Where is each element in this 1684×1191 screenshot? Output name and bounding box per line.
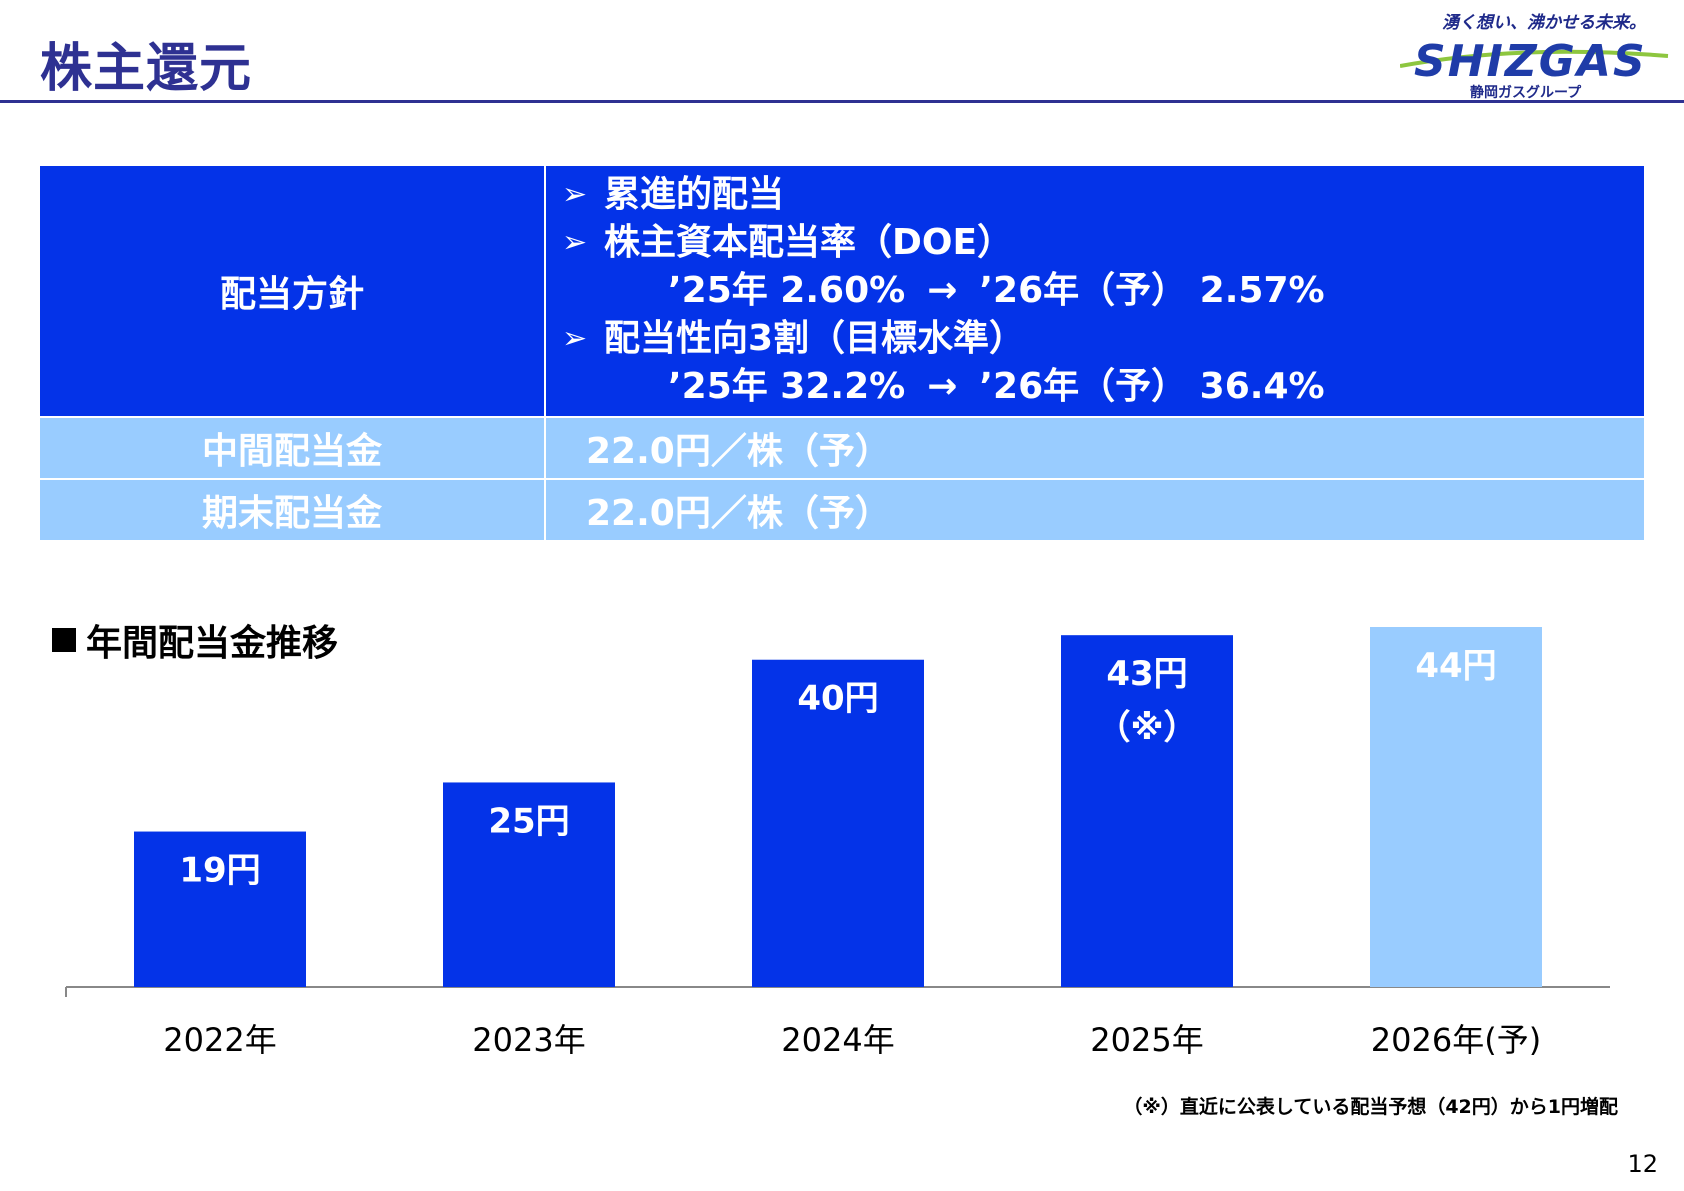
detail-from: ’25年 32.2%: [668, 366, 906, 407]
bar: [1370, 627, 1542, 987]
logo-tagline: 湧く想い、沸かせる未来。: [1442, 13, 1646, 33]
category-tick-label: 2023年: [472, 1021, 585, 1059]
policy-bullet-text: 株主資本配当率（DOE）: [604, 222, 1014, 263]
year-end-dividend-row: 期末配当金 22.0円／株（予）: [38, 478, 1646, 542]
interim-dividend-label: 中間配当金: [38, 416, 546, 480]
bar-value-label: 43円: [1106, 654, 1187, 694]
category-tick-label: 2022年: [163, 1021, 276, 1059]
page-number: 12: [1627, 1150, 1658, 1178]
triangle-arrow-icon: ➢: [562, 321, 588, 356]
interim-dividend-value: 22.0円／株（予）: [544, 416, 1646, 480]
policy-detail-line: ’25年 32.2% → ’26年（予） 36.4%: [562, 363, 1644, 411]
category-tick-label: 2025年: [1090, 1021, 1203, 1059]
footnote: （※）直近に公表している配当予想（42円）から1円増配: [1123, 1096, 1618, 1118]
bar: [134, 831, 306, 987]
policy-bullet: ➢ 株主資本配当率（DOE）: [562, 219, 1644, 267]
category-tick-label: 2026年(予): [1371, 1021, 1541, 1059]
year-end-dividend-label: 期末配当金: [38, 478, 546, 542]
square-bullet-icon: [52, 628, 76, 652]
triangle-arrow-icon: ➢: [562, 177, 588, 212]
bar-annotation: （※）: [1096, 708, 1197, 748]
policy-bullet-text: 累進的配当: [604, 174, 785, 215]
policy-label: 配当方針: [38, 164, 546, 418]
logo-subtitle: 静岡ガスグループ: [1470, 85, 1582, 101]
interim-dividend-row: 中間配当金 22.0円／株（予）: [38, 416, 1646, 480]
chart-section-title: 年間配当金推移: [52, 614, 338, 666]
bar-value-label: 25円: [488, 801, 569, 841]
bar-value-label: 44円: [1415, 646, 1496, 686]
year-end-dividend-value: 22.0円／株（予）: [544, 478, 1646, 542]
annual-dividend-chart: 19円 2022年 25円 2023年 40円 2024年 43円 （※） 2025年 44円 20…: [65, 627, 1610, 1059]
policy-bullet: ➢ 配当性向3割（目標水準）: [562, 315, 1644, 363]
chart-section-title-text: 年間配当金推移: [86, 623, 339, 664]
policy-bullet: ➢ 累進的配当: [562, 171, 1644, 219]
category-tick-label: 2024年: [781, 1021, 894, 1059]
page-title: 株主還元: [40, 39, 253, 99]
detail-to: ’26年（予） 36.4%: [979, 366, 1325, 407]
policy-bullet-text: 配当性向3割（目標水準）: [604, 318, 1026, 359]
detail-to: ’26年（予） 2.57%: [979, 270, 1325, 311]
bar-value-label: 19円: [179, 851, 260, 891]
company-logo: 湧く想い、沸かせる未来。 SHIZGAS 静岡ガスグループ: [1400, 4, 1670, 101]
right-arrow-icon: →: [927, 270, 958, 311]
bar: [1061, 635, 1233, 987]
detail-from: ’25年 2.60%: [668, 270, 906, 311]
right-arrow-icon: →: [927, 366, 958, 407]
logo-swoosh-icon: [1400, 49, 1669, 68]
bar: [752, 659, 924, 987]
header-divider: [0, 100, 1684, 103]
bar: [443, 782, 615, 987]
bar-value-label: 40円: [797, 679, 878, 719]
policy-row: 配当方針 ➢ 累進的配当 ➢ 株主資本配当率（DOE） ’25年 2.60% →’…: [38, 164, 1646, 418]
dividend-policy-table: 配当方針 ➢ 累進的配当 ➢ 株主資本配当率（DOE） ’25年 2.60% →’…: [38, 164, 1646, 542]
triangle-arrow-icon: ➢: [562, 225, 588, 260]
policy-content: ➢ 累進的配当 ➢ 株主資本配当率（DOE） ’25年 2.60% → ’26年（予…: [544, 164, 1646, 418]
logo-wordmark: SHIZGAS: [1414, 36, 1647, 87]
policy-detail-line: ’25年 2.60% → ’26年（予） 2.57%: [562, 267, 1644, 315]
